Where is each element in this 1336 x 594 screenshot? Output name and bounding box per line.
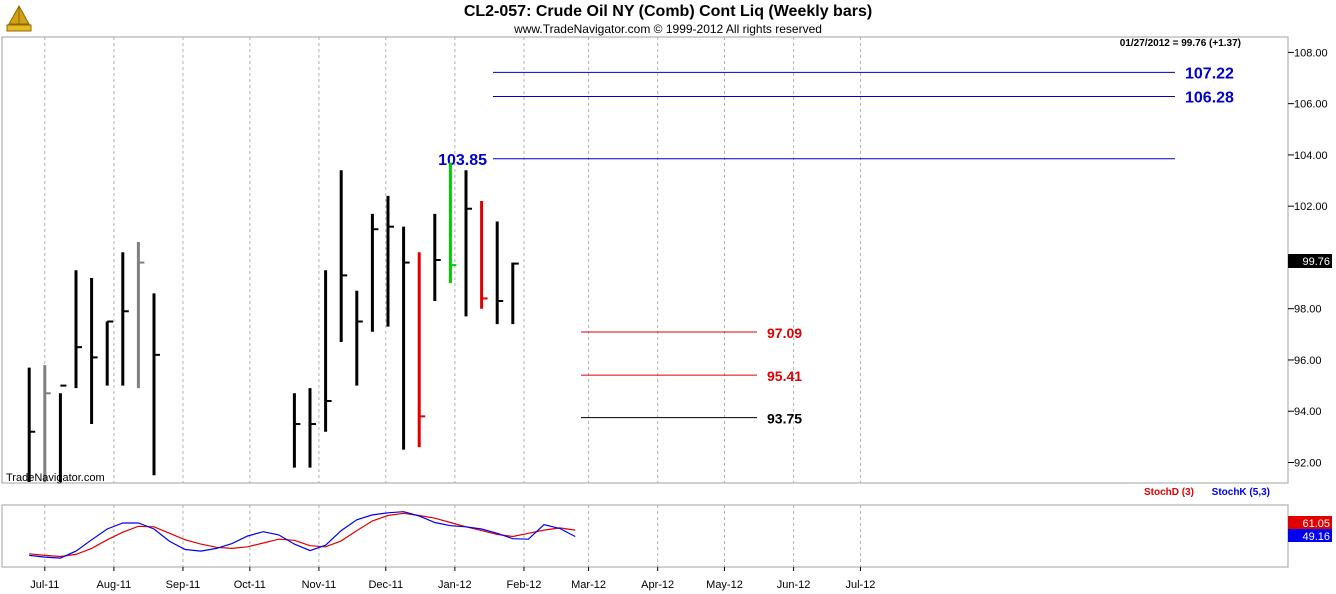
ohlc-bar [152,293,160,476]
level-label: 107.22 [1185,65,1234,82]
y-tick-label: 92.00 [1294,457,1322,469]
copyright-subtitle: www.TradeNavigator.com © 1999-2012 All r… [514,22,822,36]
last-price-readout: 01/27/2012 = 99.76 (+1.37) [1120,38,1241,49]
stoch-series-line [29,511,576,559]
ohlc-bar [480,201,488,309]
x-tick-label: Jan-12 [438,579,472,591]
y-tick-label: 102.00 [1294,201,1328,213]
ohlc-bar [402,226,410,450]
ohlc-bar [292,393,301,468]
legend-stochd: StochD (3) [1144,487,1194,498]
last-price-marker: 99.76 [1288,254,1332,268]
x-tick-label: Jun-12 [777,579,811,591]
x-tick-label: Apr-12 [641,579,674,591]
legend-stochk: StochK (5,3) [1212,487,1270,498]
stochd-last-value: 61.05 [1302,518,1330,530]
x-tick-label: Aug-11 [97,579,132,591]
ohlc-bars [27,162,519,482]
ohlc-bar [448,162,457,284]
stochastic-legend: StochD (3) StochK (5,3) [1144,487,1270,498]
watermark-label: TradeNavigator.com [6,472,105,484]
y-tick-label: 104.00 [1294,150,1328,162]
y-tick-label: 106.00 [1294,99,1328,111]
vertical-gridlines [44,37,861,567]
chart-title: CL2-057: Crude Oil NY (Comb) Cont Liq (W… [463,3,873,20]
ohlc-bar [355,290,363,386]
ohlc-bar [464,170,472,317]
ohlc-bar [386,195,394,327]
level-label: 103.85 [438,152,487,169]
x-tick-label: Sep-11 [166,579,201,591]
ohlc-bar [27,367,36,482]
ohlc-bar [511,262,519,325]
y-tick-label: 98.00 [1294,304,1322,316]
ohlc-bar [121,252,129,386]
time-axis: Jul-11 Aug-11 Sep-11 Oct-11 Nov-11 Dec-11 Jan-… [30,567,875,591]
ohlc-bar [324,270,332,432]
last-price-value: 99.76 [1302,256,1330,268]
ohlc-bar [90,277,98,425]
ohlc-bar [308,388,316,468]
x-tick-label: Feb-12 [507,579,542,591]
x-tick-label: Dec-11 [368,579,403,591]
level-label: 106.28 [1185,89,1234,106]
ohlc-bar [417,252,426,448]
stochastic-lines [29,511,576,559]
x-tick-label: Oct-11 [234,579,266,591]
ohlc-bar [339,170,348,343]
x-tick-label: Mar-12 [571,579,606,591]
y-tick-label: 108.00 [1294,47,1328,59]
stochastic-panel-frame [1,504,1289,568]
ohlc-bar [105,320,114,386]
tradenavigator-logo-icon [4,4,34,34]
price-panel-frame [1,36,1289,484]
ohlc-bar [43,365,51,482]
x-tick-label: May-12 [706,579,743,591]
ohlc-bar [58,384,67,482]
ohlc-bar [74,270,82,389]
ohlc-bar [136,242,145,389]
x-tick-label: Nov-11 [302,579,337,591]
level-label: 95.41 [767,368,802,384]
price-levels: 107.22 106.28 103.85 97.09 95.41 93.75 [438,65,1234,426]
y-tick-label: 94.00 [1294,406,1322,418]
stoch-series-line [29,512,576,558]
stochastic-value-markers: 61.05 49.16 [1288,516,1332,543]
x-tick-label: Jul-12 [845,579,875,591]
y-tick-label: 96.00 [1294,355,1322,367]
ohlc-bar [370,213,379,332]
stochk-last-value: 49.16 [1302,531,1330,543]
level-label: 93.75 [767,411,802,427]
x-tick-label: Jul-11 [30,579,59,591]
ohlc-bar [433,213,441,302]
ohlc-bar [495,221,504,325]
level-label: 97.09 [767,325,802,341]
